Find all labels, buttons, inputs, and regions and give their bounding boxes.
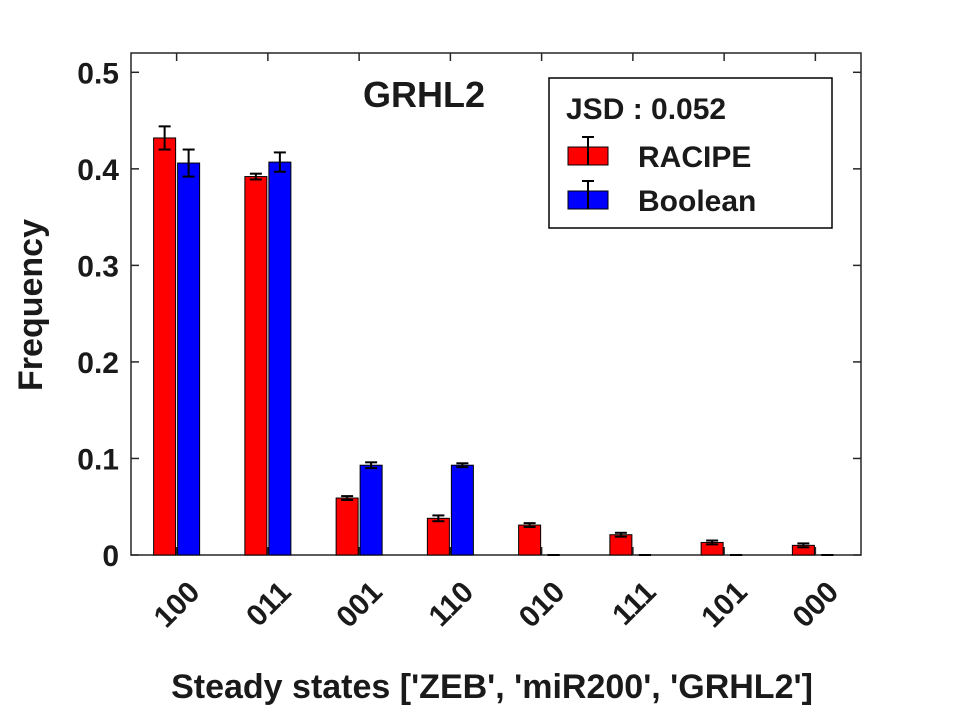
error-bar-racipe-011 (249, 172, 262, 181)
bar-racipe-110 (426, 517, 450, 556)
bar-boolean-110 (450, 464, 474, 556)
x-tick-labels: 100 011 001 110 010 111 101 000 (148, 575, 845, 634)
y-tick-label: 0.1 (77, 443, 119, 476)
y-tick-label: 0.3 (77, 250, 119, 283)
y-tick-label: 0.2 (77, 347, 119, 380)
bar-boolean-001 (359, 464, 383, 556)
legend-annotation: JSD : 0.052 (566, 93, 726, 126)
x-tick-label: 111 (606, 575, 662, 631)
error-bar-racipe-000 (797, 542, 810, 549)
x-tick-label: 010 (513, 575, 572, 634)
error-bar-racipe-111 (614, 531, 627, 538)
plot-title: GRHL2 (363, 74, 485, 115)
error-bar-racipe-001 (341, 495, 354, 501)
y-tick-label: 0 (102, 540, 119, 573)
error-bar-boolean-001 (365, 461, 378, 470)
y-tick-labels: 0 0.1 0.2 0.3 0.4 0.5 (77, 57, 119, 573)
error-bars-group (158, 125, 834, 556)
y-tick-label: 0.5 (77, 57, 119, 90)
bar-racipe-001 (335, 497, 359, 556)
x-axis-title: Steady states ['ZEB', 'miR200', 'GRHL2'] (171, 668, 813, 706)
legend-items: RACIPE Boolean (567, 136, 756, 218)
error-bar-boolean-110 (456, 462, 469, 469)
bar-racipe-011 (244, 176, 268, 556)
bar-boolean-011 (268, 161, 292, 556)
x-tick-label: 101 (695, 575, 754, 634)
y-axis-title: Frequency (12, 219, 50, 391)
axis-ticks (131, 53, 861, 556)
bar-racipe-100 (153, 137, 177, 556)
legend-label: Boolean (638, 185, 756, 218)
bar-boolean-100 (177, 162, 201, 556)
x-tick-label: 000 (786, 575, 845, 634)
legend-label: RACIPE (638, 141, 751, 174)
error-bar-racipe-101 (706, 539, 719, 546)
error-bar-racipe-010 (523, 522, 536, 529)
legend-item-racipe: RACIPE (567, 136, 751, 174)
x-tick-label: 001 (330, 575, 389, 634)
y-tick-label: 0.4 (77, 154, 119, 187)
error-bar-boolean-100 (182, 148, 195, 178)
bar-racipe-111 (609, 534, 633, 556)
error-bar-boolean-011 (273, 151, 286, 173)
legend: JSD : 0.052 RACIPE Boolean (548, 77, 833, 229)
x-tick-label: 110 (423, 575, 481, 633)
x-tick-label: 011 (240, 575, 298, 633)
error-bar-racipe-110 (432, 514, 445, 523)
bar-racipe-010 (518, 524, 542, 556)
legend-item-boolean: Boolean (567, 180, 756, 218)
error-bar-racipe-100 (158, 125, 171, 151)
x-tick-label: 100 (148, 575, 207, 634)
